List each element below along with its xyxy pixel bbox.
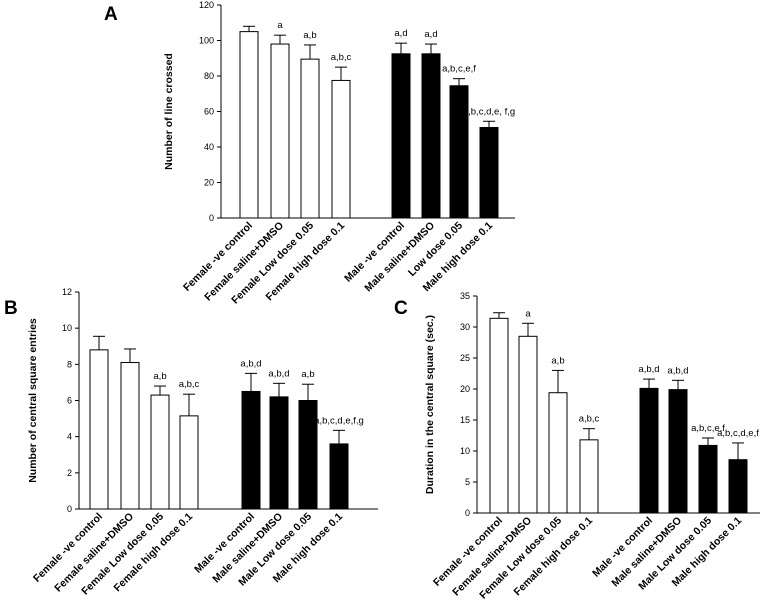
y-tick-label: 10 [460,446,470,456]
y-tick-label: 0 [209,213,214,223]
bar [639,387,659,514]
significance-label: a,b,c,d,e,f,g [314,415,364,426]
y-tick-label: 100 [199,36,214,46]
y-tick-label: 30 [460,322,470,332]
bar [270,43,290,219]
y-tick-label: 0 [67,504,72,514]
significance-label: a,b [153,371,166,382]
bar [698,444,718,514]
y-tick-label: 4 [67,432,72,442]
bar [668,389,688,514]
significance-label: a,d [394,28,407,39]
y-tick-label: 2 [67,468,72,478]
panel-letter: A [104,4,118,25]
bar [391,53,411,219]
y-tick-label: 8 [67,359,72,369]
significance-label: a,b,c,d,e, f,g [463,106,515,117]
significance-label: a,b,c,d,e,f [717,428,759,439]
y-tick-label: 35 [460,291,470,301]
bar [421,53,441,219]
significance-label: a,b,c,e,f [691,423,725,434]
y-tick-label: 25 [460,353,470,363]
y-tick-label: 10 [62,323,72,333]
bar [548,392,568,514]
bar [241,390,261,510]
significance-label: a,b,c [579,414,600,425]
bar [479,126,499,219]
y-tick-label: 6 [67,396,72,406]
bar [518,335,538,514]
y-tick-label: 5 [465,477,470,487]
y-tick-label: 15 [460,415,470,425]
panel-letter: C [394,298,408,319]
bar [300,58,320,219]
bar [150,394,170,510]
bar [329,443,349,510]
bar [489,317,509,514]
significance-label: a,b,d [240,358,261,369]
significance-label: a,b [303,30,316,41]
significance-label: a,b,d [268,368,289,379]
chart-panel-b: B 0 2 4 6 8 10 12 Number of central square entri… [4,287,378,598]
significance-label: a,b,d [667,365,688,376]
y-axis-title: Number of central square entries [27,318,39,483]
y-tick-label: 120 [199,0,214,10]
bar [89,349,109,510]
significance-label: a [525,308,531,319]
y-tick-label: 20 [204,178,214,188]
y-tick-label: 60 [204,107,214,117]
significance-label: a,b,c,e,f [442,64,476,75]
bar [579,439,599,514]
y-axis-title: Duration in the central square (sec.) [424,315,436,494]
y-axis-title: Number of line crossed [163,53,175,170]
panel-letter: B [4,298,18,319]
significance-label: a,b [301,369,314,380]
bar [269,396,289,510]
bar [728,459,748,514]
bar [120,362,140,510]
y-tick-label: 40 [204,142,214,152]
y-tick-label: 0 [465,508,470,518]
bar [331,79,351,219]
bar [179,415,199,510]
significance-label: a,b,c [179,379,200,390]
significance-label: a [277,20,283,31]
significance-label: a,b,c [331,52,352,63]
chart-panel-c: C 0 5 10 15 20 25 30 35 Duration in the central s… [394,291,760,602]
significance-label: a,b,d [638,364,659,375]
y-tick-label: 12 [62,287,72,297]
bar [239,31,259,219]
y-tick-label: 20 [460,384,470,394]
significance-label: a,b [551,355,564,366]
significance-label: a,d [424,29,437,40]
y-tick-label: 80 [204,71,214,81]
